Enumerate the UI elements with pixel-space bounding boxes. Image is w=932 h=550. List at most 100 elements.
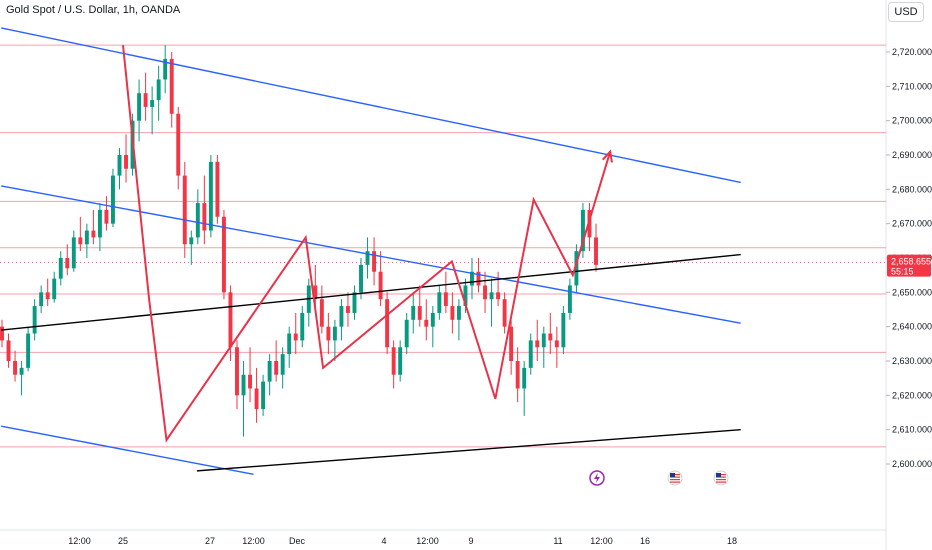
candle-body — [267, 361, 272, 382]
y-tick-label: 2,670.000 — [892, 219, 932, 229]
candle-body — [332, 326, 337, 341]
channel-line — [1, 185, 741, 324]
x-tick-label: 4 — [381, 536, 386, 546]
x-tick-label: 12:00 — [416, 536, 439, 546]
candle-body — [195, 203, 200, 238]
trend-line — [1, 253, 741, 331]
flag-stripe — [716, 476, 726, 478]
candle-body — [561, 312, 566, 348]
bar-countdown-label: 55:15 — [891, 267, 914, 277]
y-tick-label: 2,700.000 — [892, 116, 932, 126]
candle-body — [254, 388, 259, 410]
candle-body — [58, 258, 63, 279]
candle-body — [248, 374, 253, 389]
candle-body — [39, 292, 44, 307]
flag-stripe — [670, 481, 680, 483]
flag-stripe — [716, 479, 726, 481]
candle-body — [398, 347, 403, 375]
y-tick-label: 2,680.000 — [892, 184, 932, 194]
y-tick-label: 2,610.000 — [892, 425, 932, 435]
candle-body — [156, 79, 161, 101]
currency-selector[interactable]: USD — [888, 2, 924, 22]
candle-body — [45, 292, 50, 300]
x-tick-label: Dec — [289, 536, 306, 546]
candle-body — [150, 100, 155, 107]
candle-body — [594, 237, 598, 265]
candle-body — [65, 258, 70, 269]
candle-body — [261, 381, 266, 410]
candle-body — [274, 361, 279, 375]
candle-body — [97, 209, 102, 238]
y-tick-label: 2,640.000 — [892, 322, 932, 332]
candle-body — [450, 306, 455, 320]
candle-body — [372, 251, 377, 272]
flag-stripe — [670, 476, 680, 478]
candle-body — [221, 216, 226, 293]
candle-body — [287, 333, 292, 355]
flag-stripe — [670, 479, 680, 481]
candle-body — [228, 292, 233, 348]
candle-body — [378, 271, 383, 300]
x-tick-label: 16 — [640, 536, 650, 546]
y-tick-label: 2,710.000 — [892, 81, 932, 91]
y-tick-label: 2,690.000 — [892, 150, 932, 160]
candle-body — [189, 237, 194, 245]
last-price-badge — [887, 254, 931, 277]
candle-body — [456, 306, 461, 320]
candle-body — [470, 271, 474, 286]
chart-title: Gold Spot / U.S. Dollar, 1h, OANDA — [6, 4, 181, 16]
candle-body — [463, 285, 468, 307]
candle-body — [580, 209, 585, 252]
candle-body — [345, 306, 350, 313]
candle-body — [124, 155, 128, 169]
x-tick-label: 11 — [553, 536, 562, 546]
candle-body — [13, 361, 18, 375]
candle-body — [515, 361, 520, 389]
candle-body — [300, 312, 305, 341]
candle-body — [137, 93, 142, 121]
candle-body — [202, 203, 207, 231]
candle-body — [104, 209, 109, 224]
trend-line — [196, 428, 741, 472]
candle-body — [280, 354, 285, 375]
candle-body — [235, 347, 239, 396]
candle-body — [365, 251, 370, 265]
candle-body — [6, 340, 11, 361]
candle-body — [528, 340, 533, 368]
candle-body — [483, 285, 487, 300]
candle-body — [437, 292, 442, 313]
flag-canton — [716, 473, 721, 477]
candle-body — [424, 319, 429, 327]
y-tick-label: 2,620.000 — [892, 390, 932, 400]
candle-body — [548, 333, 553, 341]
candle-body — [443, 292, 448, 307]
flag-stripe — [716, 481, 726, 483]
candle-body — [0, 326, 4, 341]
x-tick-label: 12:00 — [590, 536, 613, 546]
candle-body — [241, 374, 246, 396]
last-price-label: 2,658.655 — [891, 257, 931, 267]
y-tick-label: 2,720.000 — [892, 47, 932, 57]
candle-body — [78, 237, 83, 245]
candle-body — [391, 347, 396, 375]
candle-body — [509, 326, 514, 361]
candle-body — [208, 161, 213, 231]
arrow-head — [602, 149, 613, 163]
candle-body — [293, 333, 298, 341]
x-tick-label: 18 — [727, 536, 737, 546]
candle-body — [26, 333, 31, 368]
candle-body — [496, 292, 501, 300]
x-tick-label: 25 — [118, 536, 128, 546]
candle-body — [215, 161, 220, 217]
candle-body — [91, 230, 96, 238]
y-tick-label: 2,650.000 — [892, 287, 932, 297]
candle-body — [313, 285, 318, 300]
candle-body — [476, 271, 481, 286]
y-tick-label: 2,600.000 — [892, 459, 932, 469]
candle-body — [385, 299, 390, 348]
candle-body — [117, 155, 122, 176]
candle-body — [111, 175, 115, 224]
candle-body — [502, 299, 507, 327]
channel-line — [1, 27, 741, 184]
